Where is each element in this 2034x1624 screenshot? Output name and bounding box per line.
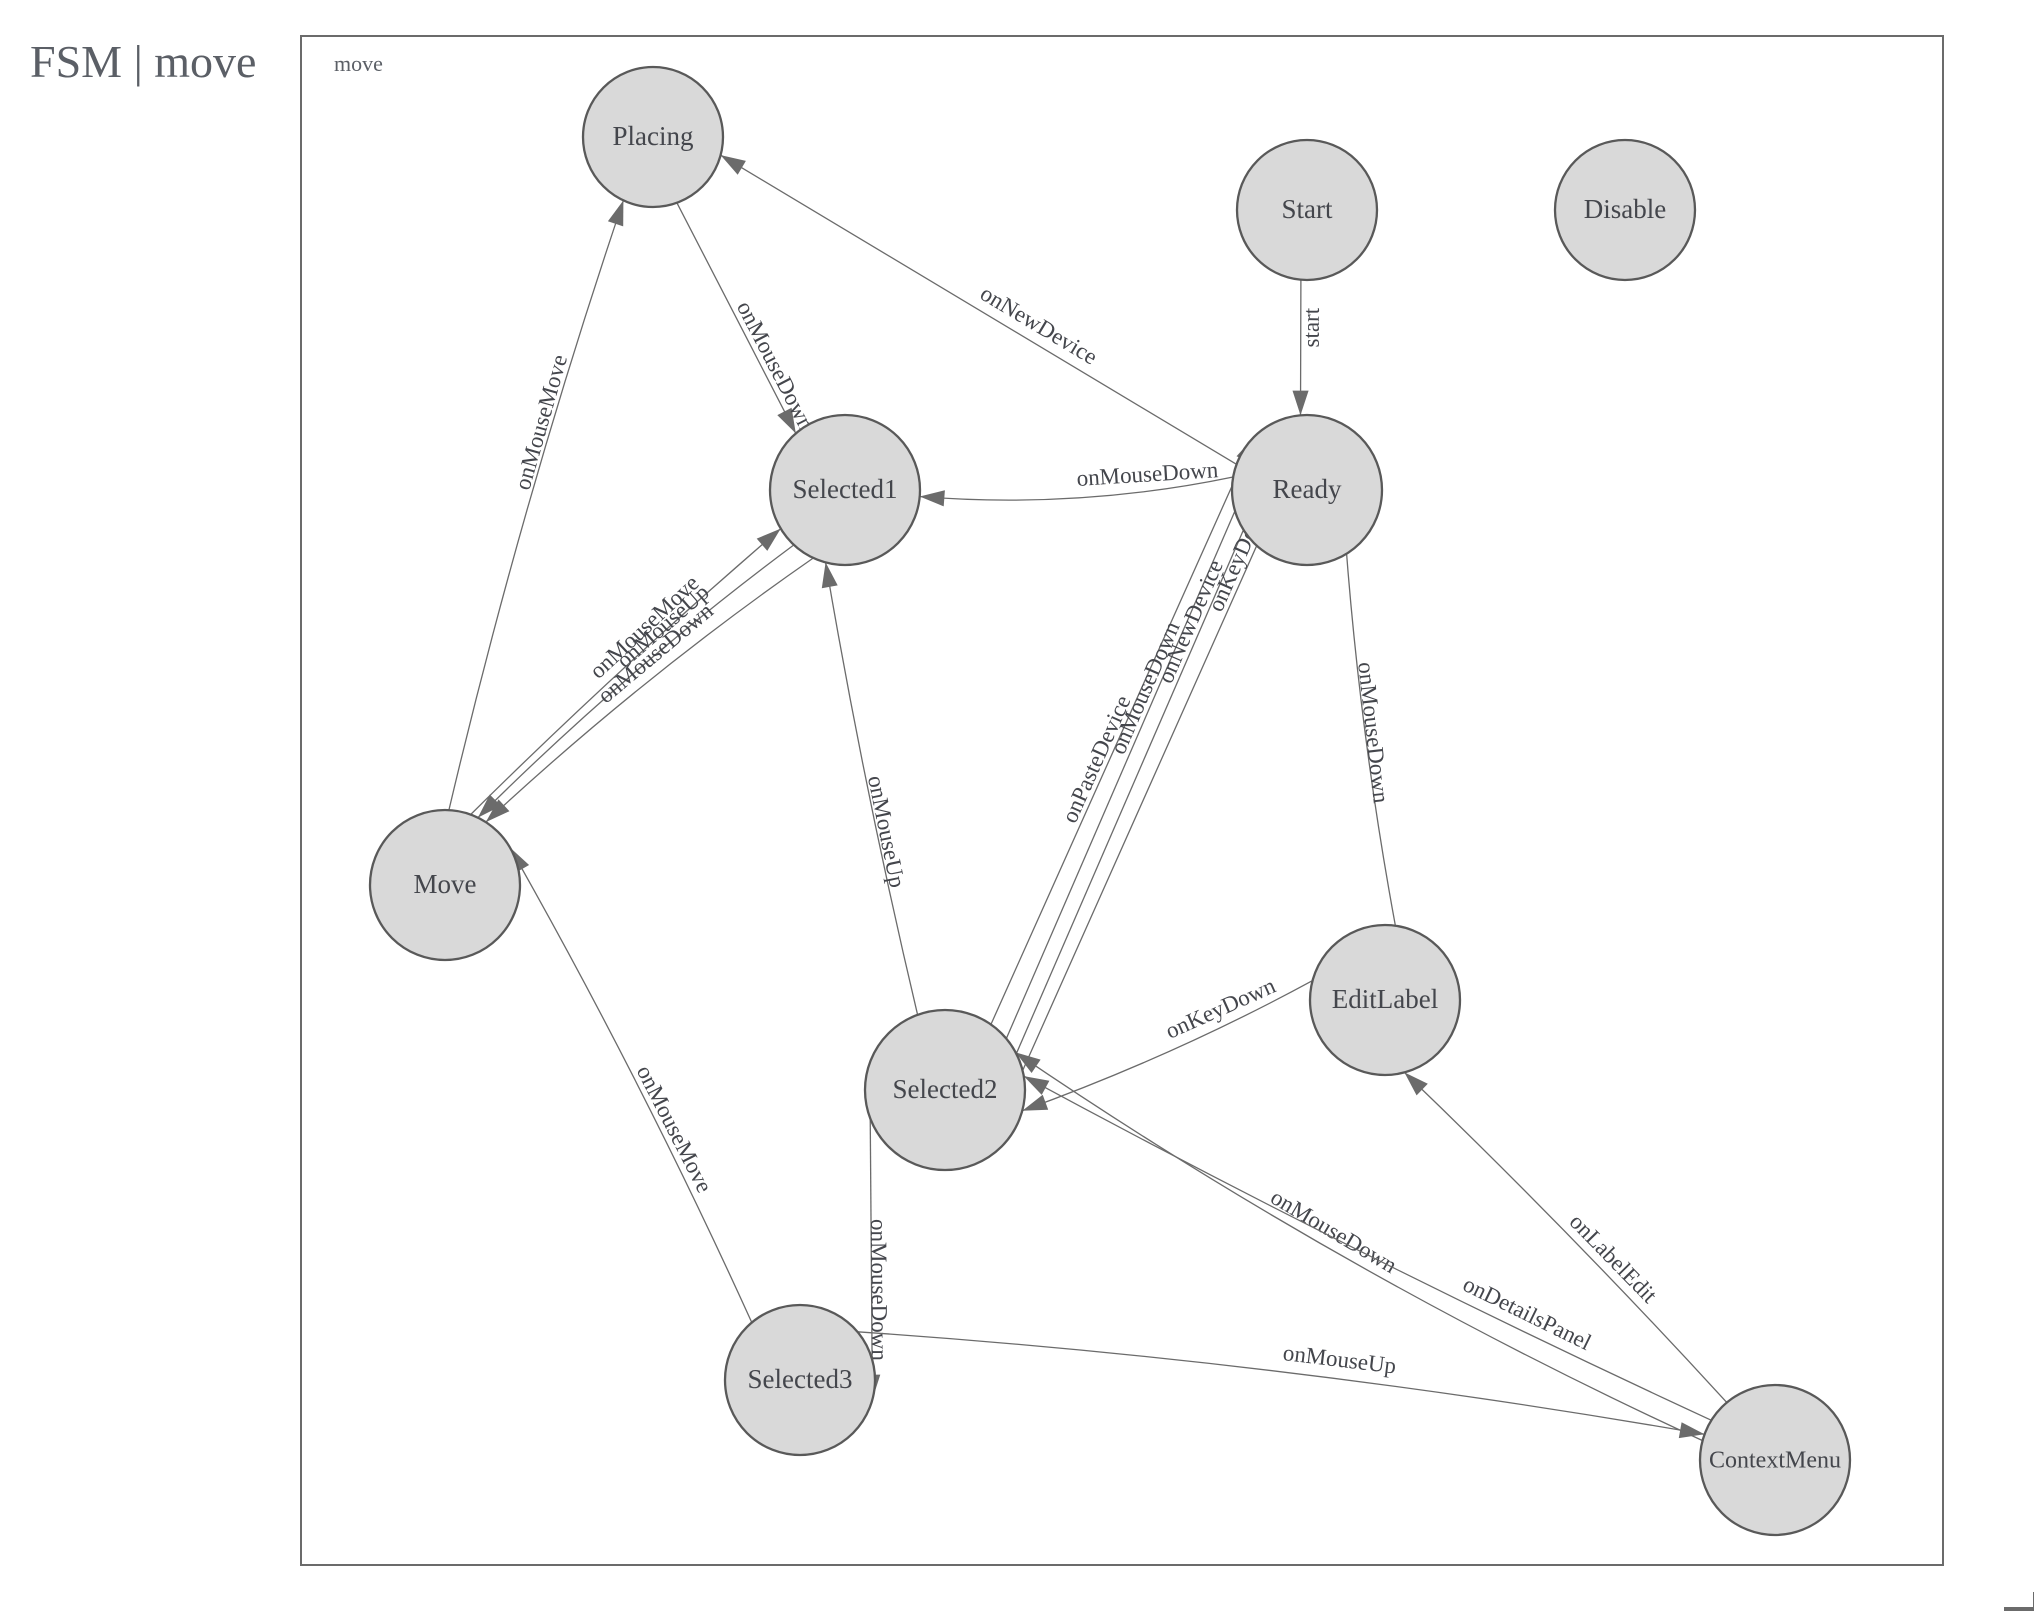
svg-text:onNewDevice: onNewDevice xyxy=(976,281,1102,370)
svg-text:start: start xyxy=(1299,307,1324,347)
svg-text:onKeyDown: onKeyDown xyxy=(1162,973,1280,1044)
svg-text:Move: Move xyxy=(414,869,477,899)
svg-text:Disable: Disable xyxy=(1584,194,1666,224)
svg-text:onMouseUp: onMouseUp xyxy=(1282,1340,1398,1378)
svg-text:EditLabel: EditLabel xyxy=(1332,984,1438,1014)
svg-text:onMouseDown: onMouseDown xyxy=(866,1219,892,1362)
svg-text:onMouseDown: onMouseDown xyxy=(1266,1184,1401,1278)
svg-text:Start: Start xyxy=(1282,194,1333,224)
svg-text:onLabelEdit: onLabelEdit xyxy=(1565,1209,1663,1308)
svg-text:Selected2: Selected2 xyxy=(893,1074,998,1104)
svg-text:Placing: Placing xyxy=(613,121,694,151)
svg-text:onMouseMove: onMouseMove xyxy=(632,1061,718,1196)
svg-text:ContextMenu: ContextMenu xyxy=(1709,1448,1841,1474)
svg-text:onMouseUp: onMouseUp xyxy=(863,773,910,889)
svg-text:Selected1: Selected1 xyxy=(793,474,898,504)
svg-text:onMouseDown: onMouseDown xyxy=(1076,457,1220,491)
svg-text:onMouseMove: onMouseMove xyxy=(510,352,572,493)
svg-text:onDetailsPanel: onDetailsPanel xyxy=(1459,1271,1595,1355)
svg-text:onMouseDown: onMouseDown xyxy=(732,297,819,435)
svg-text:Ready: Ready xyxy=(1273,474,1342,504)
svg-text:onMouseDown: onMouseDown xyxy=(1353,661,1394,805)
svg-text:Selected3: Selected3 xyxy=(748,1364,853,1394)
